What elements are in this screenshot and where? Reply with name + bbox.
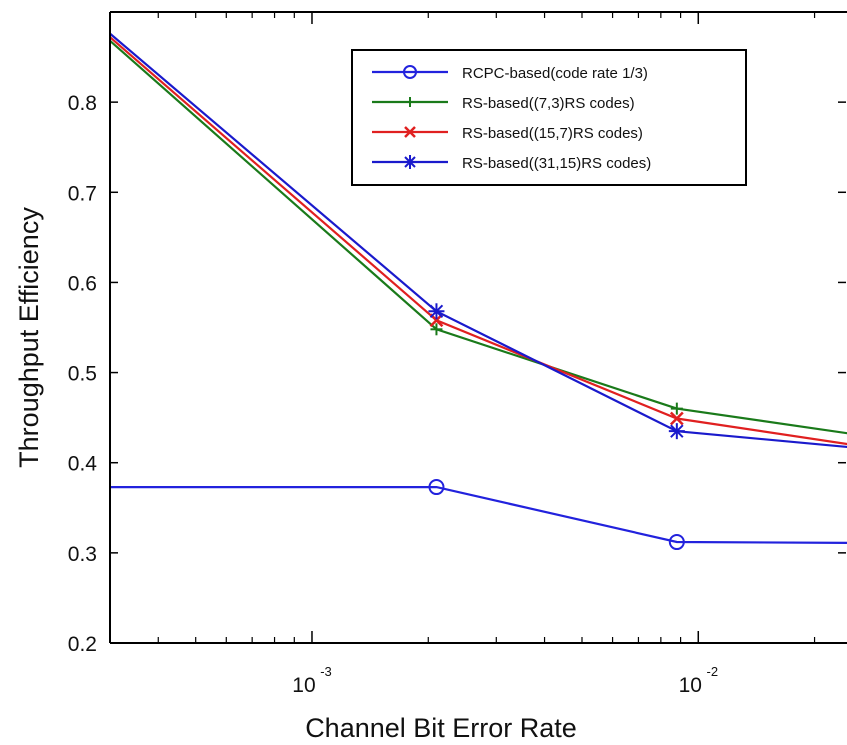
- axes-layer: [109, 11, 847, 644]
- series-line: [109, 32, 847, 449]
- y-tick-label: 0.6: [68, 272, 97, 295]
- marker-shape: [668, 534, 685, 551]
- marker-shape: [403, 65, 417, 79]
- x-axis-label: Channel Bit Error Rate: [305, 713, 577, 743]
- star-marker: [668, 423, 685, 440]
- series-layer: [109, 32, 847, 551]
- legend-label: RS-based((31,15)RS codes): [462, 155, 651, 172]
- x-tick-label: 10: [679, 674, 702, 697]
- marker-shape: [404, 126, 416, 138]
- series-line: [110, 486, 847, 544]
- y-tick-label: 0.3: [68, 543, 97, 566]
- y-tick-label: 0.4: [68, 453, 98, 476]
- marker-shape: [429, 304, 444, 318]
- plus-marker: [405, 97, 415, 107]
- ticks-layer: 0.2 0.3 0.4 0.5 0.6 0.7 0.8 10 -3 10 -2: [68, 12, 846, 697]
- y-axis-label: Throughput Efficiency: [14, 207, 44, 468]
- marker-shape: [428, 479, 445, 496]
- x-tick-exponent: -3: [320, 664, 332, 679]
- legend-label: RCPC-based(code rate 1/3): [462, 65, 648, 82]
- series-1: [110, 479, 847, 551]
- legend-label: RS-based((15,7)RS codes): [462, 125, 643, 142]
- legend-item: RS-based((15,7)RS codes): [372, 125, 643, 142]
- star-marker: [403, 155, 417, 169]
- y-tick-label: 0.5: [68, 363, 97, 386]
- legend-item: RS-based((31,15)RS codes): [372, 155, 651, 172]
- circle-marker: [428, 479, 445, 496]
- x-marker: [404, 126, 416, 138]
- marker-shape: [404, 156, 416, 168]
- series-line: [109, 36, 847, 446]
- plus-marker: [430, 323, 443, 336]
- legend: RCPC-based(code rate 1/3) RS-based((7,3)R…: [351, 49, 747, 186]
- legend-item: RCPC-based(code rate 1/3): [372, 65, 648, 82]
- marker-shape: [670, 424, 684, 438]
- y-tick-label: 0.7: [68, 182, 97, 205]
- y-tick-label: 0.8: [68, 92, 97, 115]
- star-marker: [428, 303, 445, 320]
- x-tick-label: 10: [292, 674, 315, 697]
- legend-item: RS-based((7,3)RS codes): [372, 95, 635, 112]
- plus-marker: [670, 402, 683, 415]
- legend-label: RS-based((7,3)RS codes): [462, 95, 635, 112]
- y-tick-label: 0.2: [68, 633, 97, 656]
- circle-marker: [403, 65, 417, 79]
- series-4: [109, 32, 847, 449]
- x-marker: [669, 411, 684, 426]
- marker-shape: [669, 411, 684, 426]
- x-tick-exponent: -2: [706, 664, 718, 679]
- circle-marker: [668, 534, 685, 551]
